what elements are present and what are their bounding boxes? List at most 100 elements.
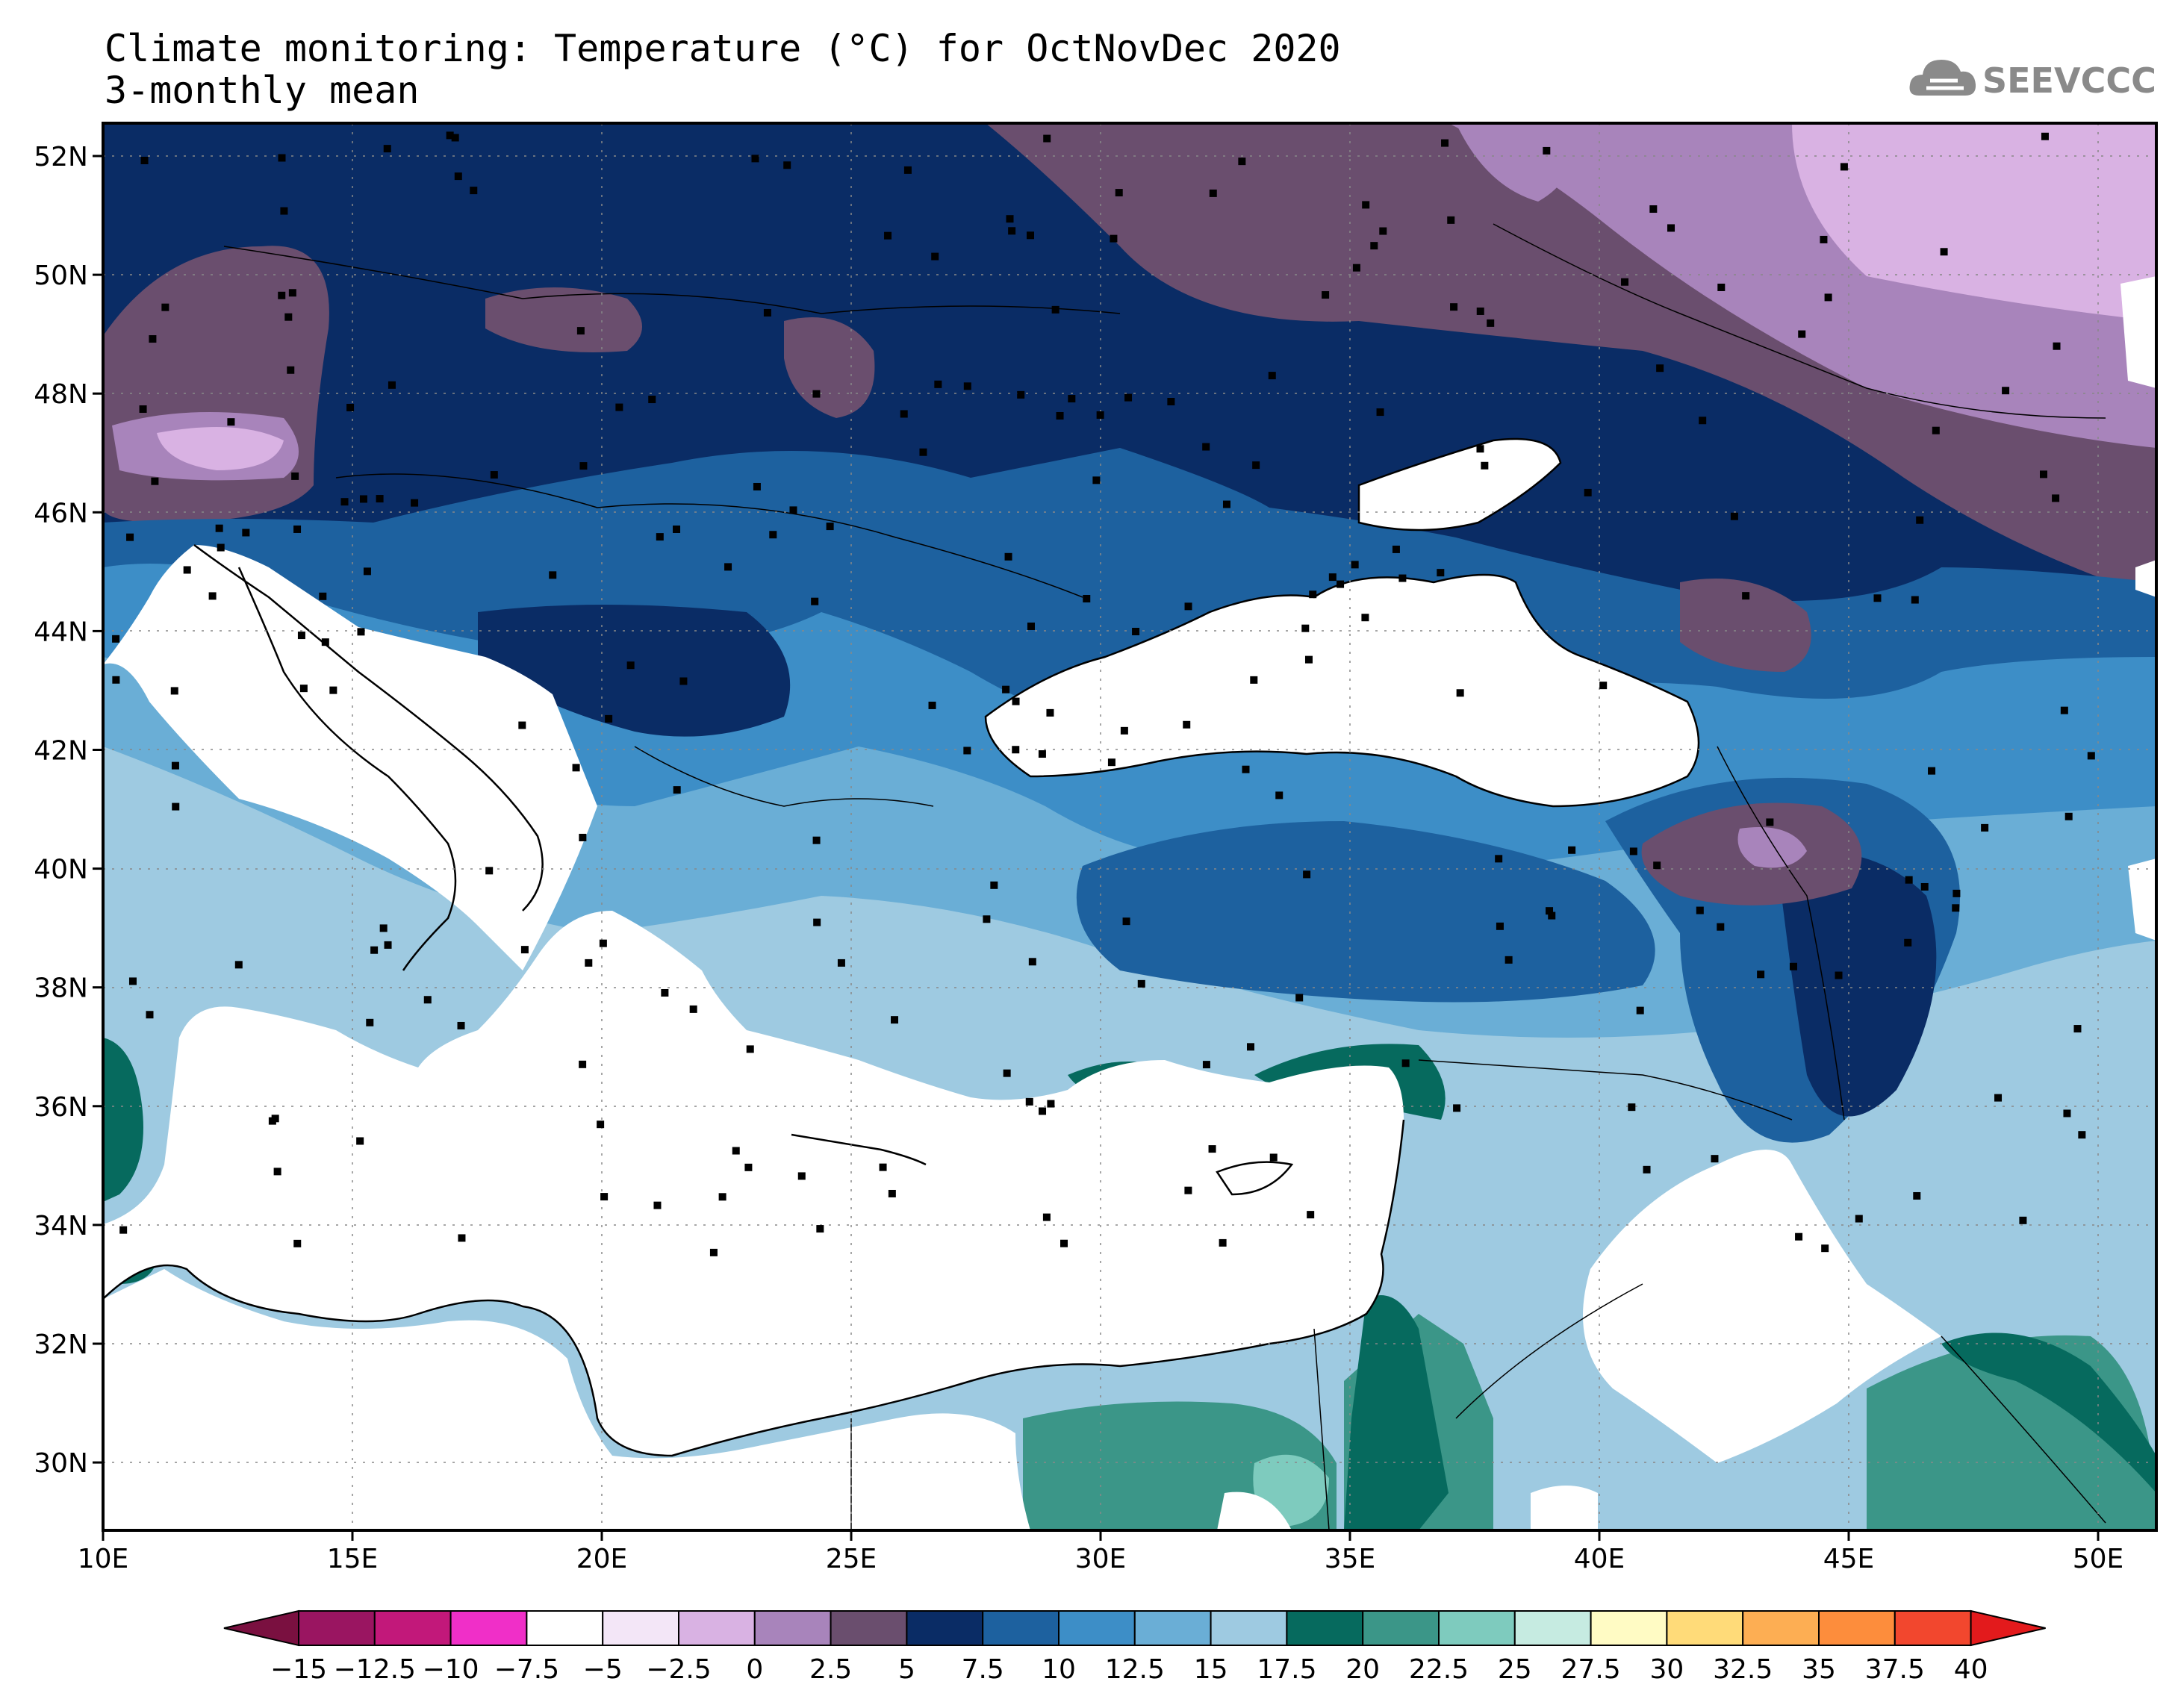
colorbar-swatch <box>1133 1610 1212 1646</box>
station-marker <box>149 335 157 343</box>
station-marker <box>319 592 327 600</box>
station-marker <box>1002 685 1010 694</box>
station-marker <box>2019 1216 2027 1224</box>
station-marker <box>1352 264 1360 272</box>
station-marker <box>1012 697 1020 705</box>
station-marker <box>732 1147 740 1155</box>
station-marker <box>888 1189 896 1197</box>
station-marker <box>291 472 299 480</box>
station-marker <box>1711 1155 1719 1163</box>
station-marker <box>1269 1153 1278 1162</box>
station-marker <box>140 156 149 164</box>
station-marker <box>1209 189 1217 197</box>
colorbar-swatch <box>830 1610 908 1646</box>
colorbar-swatch <box>1590 1610 1668 1646</box>
station-marker <box>1757 970 1765 979</box>
station-marker <box>2053 342 2061 350</box>
station-marker <box>1028 958 1036 966</box>
station-marker <box>1873 594 1882 602</box>
station-marker <box>1766 818 1774 826</box>
station-marker <box>215 524 223 532</box>
station-marker <box>293 1239 302 1247</box>
station-marker <box>1932 426 1940 434</box>
seevccc-logo: SEEVCCC <box>1909 60 2156 101</box>
lon-label: 45E <box>1823 1544 1875 1574</box>
station-marker <box>227 418 235 426</box>
station-marker <box>1795 1232 1803 1241</box>
colorbar-swatch <box>1058 1610 1136 1646</box>
lon-label: 30E <box>1075 1544 1127 1574</box>
station-marker <box>1056 411 1064 420</box>
colorbar-label: 27.5 <box>1561 1654 1621 1685</box>
station-marker <box>1621 278 1629 286</box>
station-marker <box>1047 1100 1055 1108</box>
station-marker <box>1392 545 1400 553</box>
station-marker <box>1038 750 1046 758</box>
station-marker <box>1952 889 1961 897</box>
station-marker <box>990 881 998 889</box>
station-marker <box>329 686 337 694</box>
station-marker <box>1840 163 1848 171</box>
station-marker <box>1275 791 1283 800</box>
station-marker <box>811 597 819 605</box>
station-marker <box>653 1201 662 1209</box>
colorbar-label: 7.5 <box>962 1654 1004 1685</box>
station-marker <box>1546 907 1554 915</box>
station-marker <box>356 1137 364 1145</box>
station-marker <box>384 941 392 949</box>
station-marker <box>1904 938 1912 947</box>
lat-label: 48N <box>34 379 88 410</box>
station-marker <box>1653 861 1661 870</box>
station-marker <box>1107 758 1115 767</box>
colorbar-label: 30 <box>1649 1654 1684 1685</box>
station-marker <box>454 172 462 181</box>
station-marker <box>1120 726 1128 735</box>
colorbar-swatch <box>1362 1610 1440 1646</box>
station-marker <box>579 833 587 841</box>
station-marker <box>1584 488 1592 496</box>
station-markers <box>112 131 2095 1256</box>
station-marker <box>903 166 912 174</box>
longitude-axis: 10E 15E 20E 25E 30E 35E 40E 45E 50E <box>78 1530 2123 1574</box>
station-marker <box>366 1018 374 1026</box>
station-marker <box>783 161 791 169</box>
station-marker <box>1362 201 1370 209</box>
station-marker <box>661 988 669 997</box>
station-marker <box>1202 1061 1210 1069</box>
station-marker <box>746 1045 754 1053</box>
colorbar-label: 32.5 <box>1713 1654 1773 1685</box>
station-marker <box>1301 624 1310 632</box>
station-marker <box>485 867 494 875</box>
station-marker <box>1821 1244 1829 1253</box>
station-marker <box>2087 752 2095 760</box>
lon-label: 25E <box>826 1544 877 1574</box>
station-marker <box>1167 397 1175 405</box>
station-marker <box>1928 767 1936 775</box>
colorbar-swatch <box>753 1610 832 1646</box>
station-marker <box>724 563 732 571</box>
station-marker <box>1717 283 1726 291</box>
station-marker <box>151 477 159 485</box>
station-marker <box>470 187 478 195</box>
station-marker <box>812 836 821 844</box>
station-marker <box>763 308 771 317</box>
station-marker <box>1250 676 1258 684</box>
station-marker <box>572 764 580 772</box>
station-marker <box>656 533 664 541</box>
station-marker <box>2064 812 2073 820</box>
station-marker <box>346 403 355 411</box>
colorbar-swatch <box>449 1610 528 1646</box>
colorbar-swatch <box>526 1610 604 1646</box>
station-marker <box>1025 1097 1033 1106</box>
station-marker <box>1920 882 1929 891</box>
station-marker <box>288 289 296 297</box>
station-marker <box>112 676 120 684</box>
colorbar-label: 22.5 <box>1409 1654 1469 1685</box>
lat-label: 38N <box>34 973 88 1004</box>
colorbar-swatch <box>1513 1610 1592 1646</box>
station-marker <box>1268 372 1276 380</box>
station-marker <box>146 1011 154 1019</box>
station-marker <box>451 134 459 142</box>
station-marker <box>1798 330 1806 338</box>
station-marker <box>1208 1145 1216 1153</box>
